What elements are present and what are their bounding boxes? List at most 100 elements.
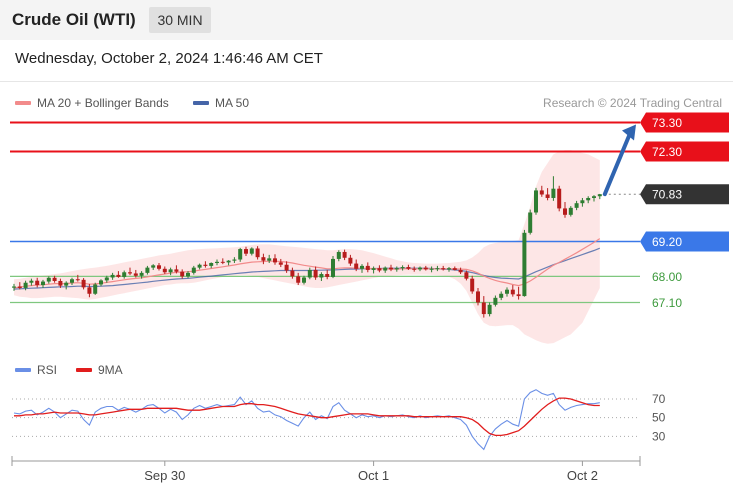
candle bbox=[87, 283, 92, 298]
rsi-line bbox=[13, 389, 600, 451]
ma50-legend-label: MA 50 bbox=[215, 96, 250, 110]
arrow-shaft bbox=[602, 131, 632, 197]
candle-body bbox=[284, 264, 289, 271]
candle-body bbox=[441, 268, 446, 270]
candle bbox=[400, 265, 405, 271]
candle bbox=[481, 296, 486, 318]
candle-body bbox=[162, 268, 167, 273]
candle bbox=[35, 277, 40, 288]
candle bbox=[255, 246, 260, 260]
candle-body bbox=[476, 291, 480, 303]
candle-body bbox=[35, 280, 40, 286]
candle-body bbox=[331, 258, 335, 277]
candle-body bbox=[557, 188, 562, 209]
candle bbox=[99, 279, 103, 287]
candle bbox=[313, 266, 318, 280]
candle-body bbox=[487, 304, 492, 315]
credit-text: Research © 2024 Trading Central bbox=[543, 96, 722, 110]
candle bbox=[389, 264, 393, 272]
candle bbox=[168, 267, 173, 276]
candle bbox=[319, 272, 324, 281]
bollinger-bands bbox=[14, 150, 600, 344]
candle-body bbox=[481, 302, 486, 315]
candle bbox=[209, 262, 214, 269]
candle-body bbox=[168, 269, 173, 273]
candle-body bbox=[592, 196, 596, 198]
rsi-legend-label: RSI bbox=[37, 363, 58, 377]
candle-body bbox=[267, 258, 272, 261]
candle-body bbox=[452, 268, 457, 270]
candle bbox=[435, 265, 440, 272]
ma20-legend-label: MA 20 + Bollinger Bands bbox=[37, 96, 169, 110]
instrument-title: Crude Oil (WTI) bbox=[12, 10, 136, 29]
candle-body bbox=[104, 277, 109, 281]
candle-body bbox=[522, 232, 527, 297]
candle-body bbox=[197, 264, 202, 268]
candle bbox=[296, 272, 301, 286]
candle bbox=[290, 267, 295, 279]
candle-body bbox=[81, 279, 86, 288]
rsi-ma-swatch bbox=[76, 368, 92, 372]
candle bbox=[464, 270, 469, 281]
rsi-tick-70: 70 bbox=[652, 392, 666, 406]
candle bbox=[145, 265, 150, 275]
candle-body bbox=[505, 289, 509, 294]
candle bbox=[226, 260, 231, 266]
candle bbox=[534, 187, 538, 215]
candle-body bbox=[186, 272, 190, 277]
candle bbox=[406, 264, 411, 270]
candle bbox=[539, 185, 544, 197]
candle bbox=[41, 279, 45, 288]
candle bbox=[267, 254, 272, 263]
candle bbox=[487, 302, 492, 317]
candle-body bbox=[290, 270, 295, 277]
candle-body bbox=[29, 280, 34, 283]
candle bbox=[574, 200, 579, 211]
candle bbox=[412, 266, 417, 272]
candle bbox=[261, 253, 266, 265]
candle-body bbox=[586, 197, 591, 201]
candle bbox=[418, 266, 422, 272]
candle bbox=[174, 265, 179, 274]
candle bbox=[128, 267, 132, 276]
candle bbox=[75, 274, 80, 282]
candle bbox=[17, 282, 22, 290]
candle bbox=[597, 193, 602, 200]
candle bbox=[122, 270, 127, 279]
candle-body bbox=[360, 265, 364, 269]
candle bbox=[452, 266, 457, 271]
candle bbox=[441, 265, 446, 271]
candle bbox=[64, 281, 69, 290]
candle bbox=[81, 278, 86, 290]
candle-body bbox=[122, 272, 127, 277]
levels-layer bbox=[10, 121, 640, 304]
candle bbox=[336, 250, 341, 262]
candle bbox=[383, 266, 388, 273]
candle-body bbox=[116, 274, 121, 277]
candle bbox=[580, 197, 585, 207]
candle bbox=[232, 257, 237, 263]
candle-body bbox=[342, 251, 347, 258]
level-label-73.30: 73.30 bbox=[652, 116, 682, 130]
candle-body bbox=[458, 269, 463, 273]
candle-body bbox=[99, 280, 103, 285]
candle-body bbox=[406, 267, 411, 269]
candle-body bbox=[133, 273, 138, 276]
candle-body bbox=[41, 281, 45, 286]
candle bbox=[104, 275, 109, 283]
timeframe-badge[interactable]: 30 MIN bbox=[149, 7, 211, 33]
candle-body bbox=[336, 251, 341, 259]
candle bbox=[394, 266, 399, 272]
candle bbox=[458, 267, 463, 275]
candle-body bbox=[580, 200, 585, 204]
candle bbox=[162, 266, 167, 275]
candle-body bbox=[296, 276, 301, 283]
legend-9ma: 9MA bbox=[76, 363, 123, 377]
candle-body bbox=[383, 267, 388, 271]
candle-body bbox=[302, 277, 306, 283]
candle-body bbox=[313, 269, 318, 278]
candle-body bbox=[597, 194, 602, 197]
candle-body bbox=[563, 208, 567, 215]
candle-body bbox=[174, 269, 179, 272]
candle bbox=[557, 185, 562, 212]
